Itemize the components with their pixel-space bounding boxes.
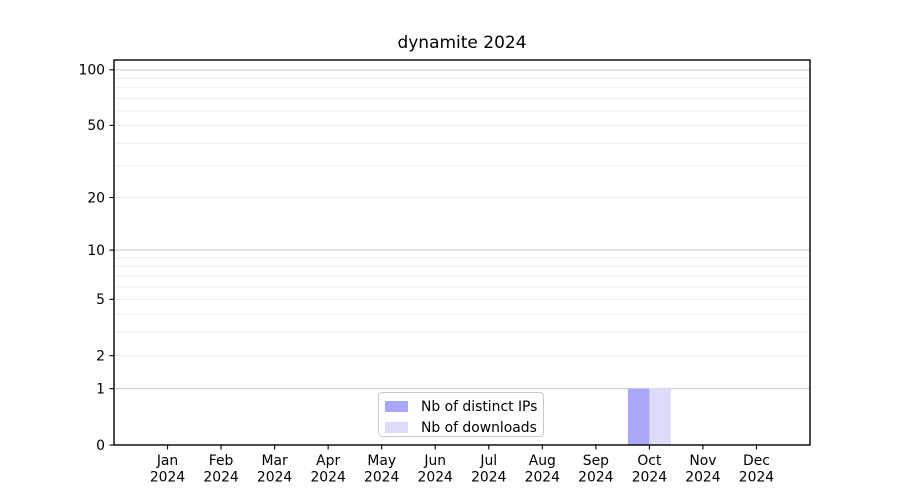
y-tick-label: 10: [87, 243, 105, 259]
x-tick-label-month: Feb: [209, 453, 234, 469]
x-tick-label-month: May: [367, 453, 396, 469]
x-tick-label-year: 2024: [364, 470, 400, 486]
legend-item-distinct-ips: Nb of distinct IPs: [385, 396, 543, 417]
x-tick-label-month: Mar: [262, 453, 288, 469]
legend-label-distinct-ips: Nb of distinct IPs: [421, 398, 538, 415]
legend: Nb of distinct IPs Nb of downloads: [378, 392, 544, 437]
x-tick-label-month: Aug: [529, 453, 556, 469]
x-tick-label-year: 2024: [632, 470, 668, 486]
legend-item-downloads: Nb of downloads: [385, 417, 543, 438]
y-tick-label: 1: [96, 381, 105, 397]
x-tick-label-year: 2024: [685, 470, 721, 486]
x-tick-label-month: Jan: [156, 453, 178, 469]
legend-swatch-distinct-ips-icon: [385, 401, 408, 412]
x-tick-label-month: Apr: [316, 453, 340, 469]
bar-downloads: [649, 388, 671, 445]
x-tick-label-year: 2024: [578, 470, 614, 486]
plot-border: [113, 59, 811, 446]
y-tick-label: 100: [78, 63, 105, 79]
x-tick-label-month: Dec: [743, 453, 770, 469]
x-tick-label-year: 2024: [471, 470, 507, 486]
x-tick-label-year: 2024: [150, 470, 186, 486]
y-tick-label: 50: [87, 118, 105, 134]
x-tick-label-year: 2024: [739, 470, 775, 486]
y-tick-label: 5: [96, 292, 105, 308]
x-tick-label-year: 2024: [203, 470, 239, 486]
chart-title: dynamite 2024: [397, 33, 527, 53]
x-tick-label-year: 2024: [310, 470, 346, 486]
x-tick-label-month: Nov: [689, 453, 716, 469]
y-tick-label: 20: [87, 190, 105, 206]
legend-swatch-downloads-icon: [385, 422, 408, 433]
x-tick-label-month: Sep: [583, 453, 609, 469]
x-tick-label-year: 2024: [525, 470, 561, 486]
x-tick-label-year: 2024: [257, 470, 293, 486]
legend-label-downloads: Nb of downloads: [421, 419, 537, 436]
x-tick-label-month: Oct: [637, 453, 662, 469]
x-tick-label-month: Jul: [479, 453, 497, 469]
x-tick-label-month: Jun: [423, 453, 446, 469]
y-tick-label: 0: [96, 438, 105, 454]
y-tick-label: 2: [96, 348, 105, 364]
x-tick-label-year: 2024: [418, 470, 454, 486]
bar-distinct-ips: [627, 388, 650, 445]
